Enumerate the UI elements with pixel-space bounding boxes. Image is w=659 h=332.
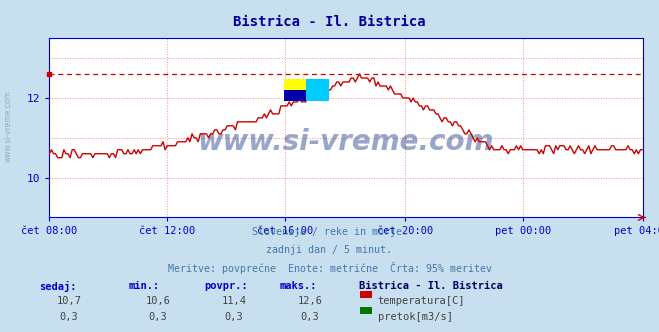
Bar [306,79,329,101]
Text: 0,3: 0,3 [149,312,167,322]
Text: www.si-vreme.com: www.si-vreme.com [3,90,13,162]
Text: 11,4: 11,4 [221,296,246,306]
Text: Meritve: povprečne  Enote: metrične  Črta: 95% meritev: Meritve: povprečne Enote: metrične Črta:… [167,262,492,274]
Text: 10,6: 10,6 [146,296,171,306]
Text: Slovenija / reke in morje.: Slovenija / reke in morje. [252,227,407,237]
Text: povpr.:: povpr.: [204,281,248,290]
Text: pretok[m3/s]: pretok[m3/s] [378,312,453,322]
Text: maks.:: maks.: [280,281,318,290]
Bar [283,79,306,101]
Text: Bistrica - Il. Bistrica: Bistrica - Il. Bistrica [359,281,503,290]
Text: 0,3: 0,3 [60,312,78,322]
Text: 12,6: 12,6 [297,296,322,306]
Text: temperatura[C]: temperatura[C] [378,296,465,306]
Text: min.:: min.: [129,281,159,290]
Text: sedaj:: sedaj: [40,281,77,291]
Text: 0,3: 0,3 [301,312,319,322]
Text: zadnji dan / 5 minut.: zadnji dan / 5 minut. [266,245,393,255]
Bar [283,90,306,101]
Text: Bistrica - Il. Bistrica: Bistrica - Il. Bistrica [233,15,426,29]
Text: 10,7: 10,7 [57,296,82,306]
Text: 0,3: 0,3 [225,312,243,322]
Text: www.si-vreme.com: www.si-vreme.com [198,128,494,156]
